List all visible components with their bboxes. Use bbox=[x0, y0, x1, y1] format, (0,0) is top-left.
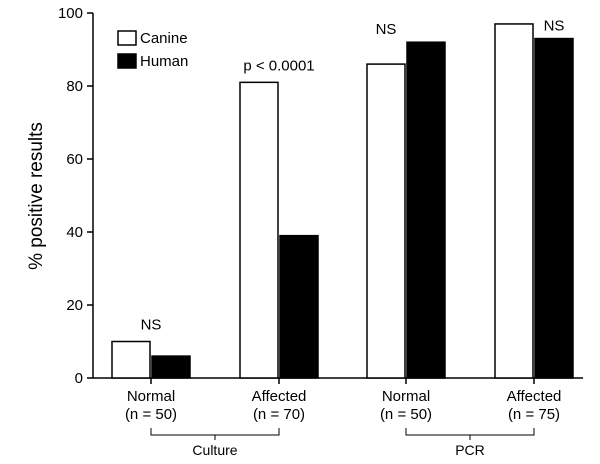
bar-human-3 bbox=[406, 41, 446, 379]
category-sample-size: (n = 75) bbox=[508, 406, 560, 423]
category-sample-size: (n = 70) bbox=[253, 406, 305, 423]
category-label: Normal bbox=[127, 388, 175, 405]
bar-human-2 bbox=[279, 234, 319, 379]
annotation-1: NS bbox=[141, 317, 162, 334]
y-tick-label: 0 bbox=[75, 370, 83, 387]
bar-canine-2 bbox=[239, 81, 279, 379]
legend-label-canine: Canine bbox=[140, 30, 188, 47]
significance-annotations: NS p < 0.0001 NS NS bbox=[141, 18, 565, 334]
legend-swatch-canine bbox=[117, 30, 137, 46]
group-label: PCR bbox=[455, 442, 485, 458]
category-label: Normal bbox=[382, 388, 430, 405]
group-label: Culture bbox=[192, 442, 237, 458]
bar-canine-1 bbox=[111, 340, 151, 379]
legend-label-human: Human bbox=[140, 53, 188, 70]
y-tick-label: 100 bbox=[58, 5, 83, 22]
annotation-3: NS bbox=[376, 21, 397, 38]
group-bracket bbox=[405, 428, 535, 436]
y-tick-label: 80 bbox=[66, 78, 83, 95]
bar-canine-4 bbox=[494, 23, 534, 379]
annotation-2: p < 0.0001 bbox=[243, 57, 314, 74]
y-tick-label: 20 bbox=[66, 297, 83, 314]
category-sample-size: (n = 50) bbox=[125, 406, 177, 423]
bar-canine-3 bbox=[366, 63, 406, 379]
category-sample-size: (n = 50) bbox=[380, 406, 432, 423]
category-label: Affected bbox=[507, 388, 562, 405]
y-axis-title: % positive results bbox=[26, 122, 47, 270]
legend-swatch-human bbox=[117, 53, 137, 69]
legend: Canine Human bbox=[117, 30, 188, 70]
y-axis-ticks: 0 20 40 60 80 100 bbox=[58, 5, 93, 387]
bars bbox=[111, 23, 574, 379]
bar-human-1 bbox=[151, 355, 191, 379]
group-brackets: Culture PCR bbox=[150, 428, 535, 458]
group-bracket bbox=[150, 428, 280, 436]
category-label: Affected bbox=[252, 388, 307, 405]
annotation-4: NS bbox=[544, 18, 565, 35]
category-labels: Normal(n = 50)Affected(n = 70)Normal(n =… bbox=[125, 388, 561, 423]
y-tick-label: 60 bbox=[66, 151, 83, 168]
y-tick-label: 40 bbox=[66, 224, 83, 241]
bar-human-4 bbox=[534, 37, 574, 379]
